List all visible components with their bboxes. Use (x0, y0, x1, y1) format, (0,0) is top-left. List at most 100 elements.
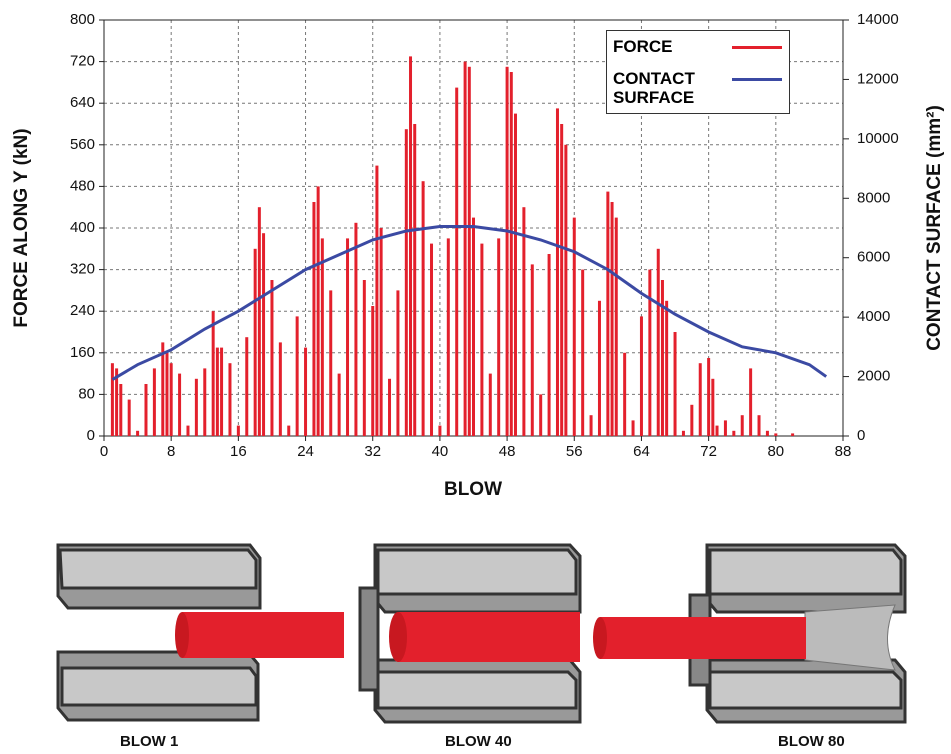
force-spike (711, 379, 714, 436)
force-spike (674, 332, 677, 436)
page: FORCE ALONG Y (kN) CONTACT SURFACE (mm²)… (0, 0, 951, 754)
x-tick-label: 56 (566, 443, 583, 460)
force-spike (506, 67, 509, 436)
force-spike (661, 280, 664, 436)
legend-label: FORCE (613, 37, 723, 56)
force-spike (522, 207, 525, 436)
x-axis-label: BLOW (444, 479, 502, 500)
legend-swatch (732, 46, 782, 49)
y2-tick-label: 14000 (857, 11, 899, 28)
legend: FORCE CONTACT SURFACE (606, 30, 790, 114)
x-tick-label: 24 (297, 443, 314, 460)
force-spike (245, 337, 248, 436)
force-spike (438, 426, 441, 436)
force-spike (690, 405, 693, 436)
y-tick-label: 560 (70, 136, 95, 153)
y2-axis-label: CONTACT SURFACE (mm²) (924, 105, 945, 351)
force-spike (186, 426, 189, 436)
force-spike (380, 228, 383, 436)
force-spike (514, 114, 517, 436)
force-spike (203, 368, 206, 436)
legend-label: CONTACT SURFACE (613, 69, 713, 107)
chart: FORCE ALONG Y (kN) CONTACT SURFACE (mm²)… (0, 0, 951, 754)
force-spike (119, 384, 122, 436)
force-spike (539, 394, 542, 436)
force-spike (262, 233, 265, 436)
force-spike (615, 218, 618, 436)
force-spike (161, 342, 164, 436)
force-spike (422, 181, 425, 436)
illustration-blow-1 (58, 545, 344, 720)
force-spike (758, 415, 761, 436)
force-spike (749, 368, 752, 436)
force-spike (228, 363, 231, 436)
x-tick-label: 64 (633, 443, 650, 460)
y2-tick-label: 2000 (857, 368, 890, 385)
force-spike (178, 374, 181, 436)
x-tick-label: 48 (499, 443, 516, 460)
force-spike (468, 67, 471, 436)
force-spike (388, 379, 391, 436)
force-spike (548, 254, 551, 436)
force-spike (338, 374, 341, 436)
legend-swatch (732, 78, 782, 81)
force-spike (741, 415, 744, 436)
force-spike (287, 426, 290, 436)
force-spike (632, 420, 635, 436)
force-spike (279, 342, 282, 436)
force-spike (195, 379, 198, 436)
force-spike (480, 244, 483, 436)
force-spike (270, 280, 273, 436)
force-spike (220, 348, 223, 436)
force-spike (716, 426, 719, 436)
x-tick-label: 32 (364, 443, 381, 460)
force-spike (640, 316, 643, 436)
force-spike (354, 223, 357, 436)
x-tick-label: 16 (230, 443, 247, 460)
y-tick-label: 720 (70, 53, 95, 70)
illustration-label: BLOW 80 (778, 733, 845, 750)
force-spike (321, 238, 324, 436)
force-spike (732, 431, 735, 436)
force-spike (144, 384, 147, 436)
illustration-blow-80 (593, 545, 905, 722)
illustration-label: BLOW 1 (120, 733, 178, 750)
force-spike (216, 348, 219, 436)
y-tick-label: 0 (87, 427, 95, 444)
force-spike (724, 420, 727, 436)
y2-tick-label: 8000 (857, 189, 890, 206)
force-spike (128, 400, 131, 436)
force-spike (581, 270, 584, 436)
force-spike (304, 348, 307, 436)
force-spike (413, 124, 416, 436)
force-spike (371, 306, 374, 436)
force-spike (111, 363, 114, 436)
force-spike (455, 88, 458, 436)
y-tick-label: 160 (70, 344, 95, 361)
y-tick-label: 640 (70, 94, 95, 111)
force-spike (665, 301, 668, 436)
x-tick-label: 40 (432, 443, 449, 460)
y2-tick-label: 6000 (857, 249, 890, 266)
force-spike (296, 316, 299, 436)
y-axis-label: FORCE ALONG Y (kN) (11, 128, 32, 327)
force-spike (396, 290, 399, 436)
force-spike (657, 249, 660, 436)
x-tick-label: 0 (100, 443, 108, 460)
force-spike (363, 280, 366, 436)
force-spike (648, 270, 651, 436)
force-spike (237, 426, 240, 436)
force-spike (447, 238, 450, 436)
force-spike (510, 72, 513, 436)
force-spike (611, 202, 614, 436)
force-spike (170, 363, 173, 436)
force-spike (472, 218, 475, 436)
force-spike (774, 433, 777, 436)
force-spike (766, 431, 769, 436)
x-tick-label: 80 (767, 443, 784, 460)
force-spike (560, 124, 563, 436)
force-spike (405, 129, 408, 436)
force-spike (258, 207, 261, 436)
force-spike (598, 301, 601, 436)
y-tick-label: 80 (78, 385, 95, 402)
